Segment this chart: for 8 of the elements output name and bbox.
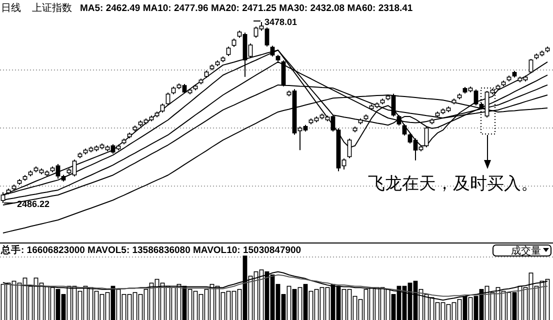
annotation: 飞龙在天，及时买入。: [368, 174, 538, 193]
annotation: 成交量: [511, 245, 541, 257]
annotation: 2486.22: [17, 199, 50, 209]
annotation: 总手: 16606823000 MAVOL5: 13586836080 MAVOL10: 15030847900: [0, 244, 302, 256]
annotation: 3478.01: [264, 17, 298, 27]
text: MA5: 2462.49 MA10: 2477.96 MA20: 2471.25 MA30: 2432.08 MA60: 2318.41: [80, 3, 414, 14]
text: 日线: [1, 2, 21, 14]
text: 上证指数: [32, 2, 72, 14]
